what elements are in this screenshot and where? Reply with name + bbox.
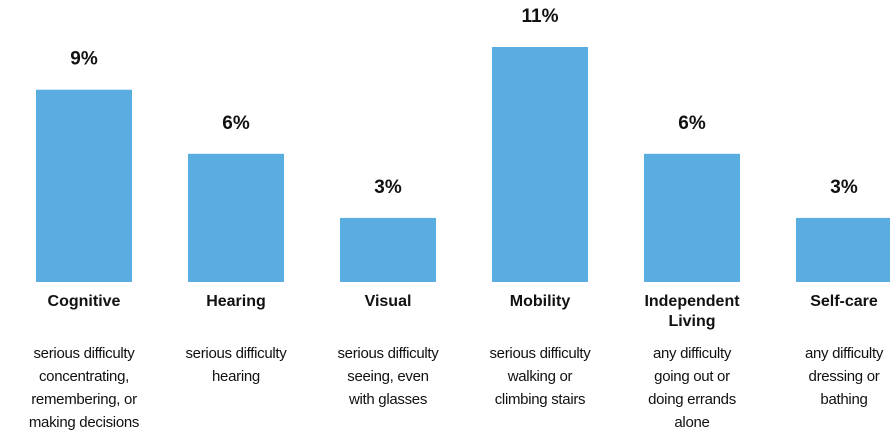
bar <box>492 47 588 282</box>
value-label: 9% <box>70 49 98 70</box>
description-line: remembering, or <box>31 391 137 408</box>
value-label: 3% <box>374 177 402 198</box>
description-line: serious difficulty <box>33 345 135 362</box>
bar <box>796 217 890 282</box>
bar <box>644 153 740 282</box>
category-label: Mobility <box>509 293 571 310</box>
description-line: dressing or <box>808 368 880 385</box>
category-column: Mobility serious difficulty walking or clim… <box>464 292 616 411</box>
description-line: doing errands <box>648 391 736 408</box>
description: serious difficulty walking or climbing sta… <box>489 342 590 411</box>
description-line: walking or <box>507 368 573 385</box>
category-label: Hearing <box>206 293 266 310</box>
category-column: Self-care any difficulty dressing or bathin… <box>768 292 890 411</box>
description: serious difficulty seeing, even with glass… <box>337 342 438 411</box>
value-label: 3% <box>830 177 858 198</box>
description: serious difficulty hearing <box>185 342 286 388</box>
description-line: making decisions <box>28 414 140 431</box>
category-label: Independent Living <box>644 293 740 330</box>
description-line: serious difficulty <box>337 345 439 362</box>
value-label: 6% <box>678 113 706 134</box>
description-line: serious difficulty <box>185 345 287 362</box>
description-line: hearing <box>212 368 260 385</box>
description-line: bathing <box>820 391 868 408</box>
description-line: serious difficulty <box>489 345 591 362</box>
category-label: Cognitive <box>47 293 121 310</box>
bar <box>36 89 132 283</box>
bar <box>188 153 284 282</box>
category-column: Hearing serious difficulty hearing <box>160 292 312 388</box>
description-line: with glasses <box>348 391 428 408</box>
description-line: any difficulty <box>652 345 732 362</box>
category-label: Self-care <box>810 293 878 310</box>
description: any difficulty going out or doing errands a… <box>648 342 736 434</box>
description-line: any difficulty <box>804 345 884 362</box>
bar <box>340 217 436 282</box>
value-label: 11% <box>522 6 559 27</box>
description-line: going out or <box>654 368 730 385</box>
description-line: concentrating, <box>38 368 129 385</box>
category-label: Visual <box>364 293 412 310</box>
description: any difficulty dressing or bathing <box>805 342 883 411</box>
category-column: Visual serious difficulty seeing, even with… <box>312 292 464 411</box>
value-label: 6% <box>222 113 250 134</box>
description-line: alone <box>674 414 710 431</box>
description: serious difficulty concentrating, remember… <box>28 342 140 434</box>
category-column: Cognitive serious difficulty concentrating… <box>8 292 160 434</box>
description-line: seeing, even <box>347 368 429 385</box>
description-line: climbing stairs <box>494 391 586 408</box>
category-column: Independent Living any difficulty going ou… <box>616 292 768 434</box>
